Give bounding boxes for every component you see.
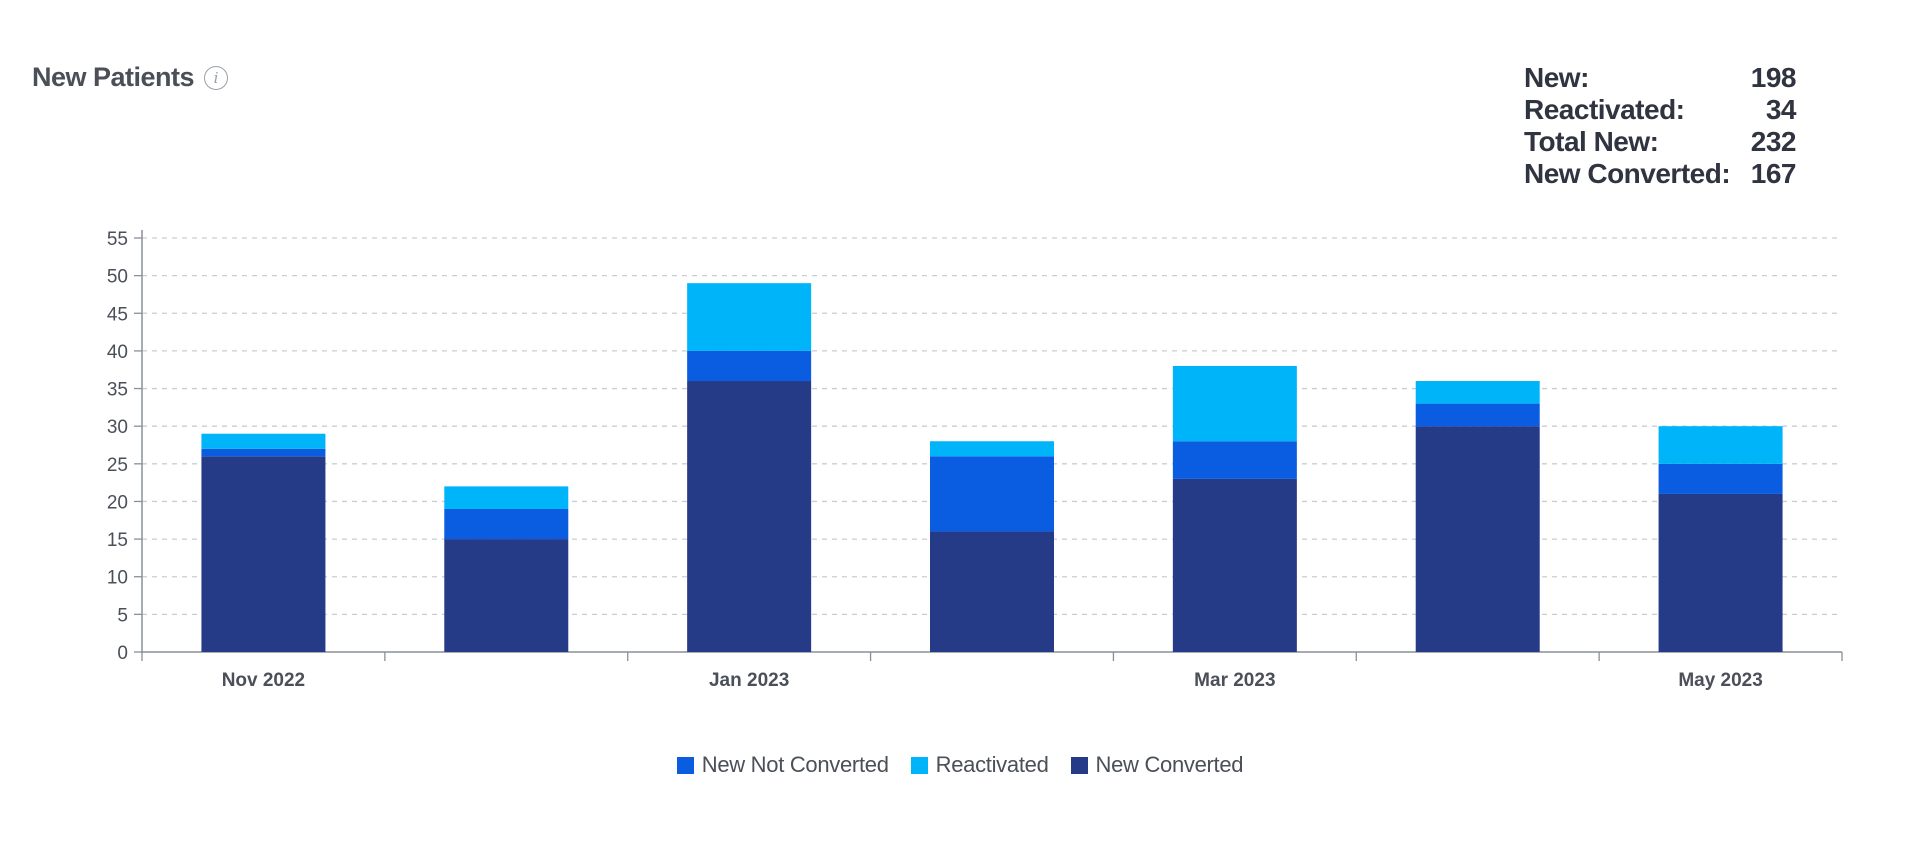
bar-segment-new-converted bbox=[1172, 478, 1297, 652]
summary-row-reactivated: Reactivated: 34 bbox=[1524, 94, 1797, 126]
y-tick-label: 50 bbox=[107, 267, 128, 288]
bar-segment-reactivated bbox=[930, 441, 1054, 457]
bar-segment-new-converted bbox=[1658, 493, 1783, 652]
summary-label: Total New: bbox=[1524, 126, 1659, 157]
info-icon[interactable]: i bbox=[204, 65, 229, 90]
summary-value: 167 bbox=[1750, 158, 1797, 189]
legend-label: New Converted bbox=[1095, 752, 1244, 777]
summary-label: New: bbox=[1524, 62, 1589, 93]
summary-label: New Converted: bbox=[1524, 158, 1731, 189]
summary-row-new-converted: New Converted: 167 bbox=[1524, 158, 1797, 190]
bar-segment-new-converted bbox=[1415, 426, 1540, 652]
summary-row-total-new: Total New: 232 bbox=[1524, 126, 1797, 158]
chart-legend: New Not Converted Reactivated New Conver… bbox=[0, 752, 1920, 778]
bar-segment-reactivated bbox=[201, 433, 326, 449]
x-tick-label: Nov 2022 bbox=[222, 670, 305, 691]
chart-header: New Patients i bbox=[32, 62, 229, 93]
bar-segment-new-converted bbox=[930, 531, 1054, 652]
legend-swatch bbox=[676, 756, 694, 774]
legend-item-reactivated[interactable]: Reactivated bbox=[910, 752, 1049, 778]
bar-segment-new-converted bbox=[201, 456, 326, 652]
legend-item-new-not-converted[interactable]: New Not Converted bbox=[676, 752, 889, 778]
y-tick-label: 20 bbox=[107, 492, 128, 513]
summary-value: 232 bbox=[1750, 126, 1797, 157]
bar-segment-new-not-converted bbox=[687, 350, 812, 382]
summary-value: 198 bbox=[1750, 62, 1797, 93]
summary-panel: New: 198 Reactivated: 34 Total New: 232 … bbox=[1524, 62, 1797, 190]
legend-item-new-converted[interactable]: New Converted bbox=[1070, 752, 1244, 778]
bar-segment-reactivated bbox=[444, 486, 569, 509]
x-tick-label: May 2023 bbox=[1678, 670, 1763, 691]
bar-segment-new-not-converted bbox=[1658, 463, 1783, 494]
legend-label: Reactivated bbox=[935, 752, 1049, 777]
y-tick-label: 40 bbox=[107, 342, 128, 363]
chart-title: New Patients bbox=[32, 62, 195, 92]
x-tick-label: Mar 2023 bbox=[1194, 670, 1275, 691]
y-tick-label: 45 bbox=[107, 304, 128, 325]
bar-segment-new-not-converted bbox=[201, 448, 326, 457]
bar-segment-new-not-converted bbox=[930, 456, 1054, 532]
bar-segment-reactivated bbox=[1415, 381, 1540, 404]
bar-segment-new-not-converted bbox=[444, 508, 569, 540]
legend-swatch bbox=[1070, 756, 1088, 774]
summary-label: Reactivated: bbox=[1524, 94, 1685, 125]
bar-segment-reactivated bbox=[1658, 426, 1783, 464]
y-tick-label: 55 bbox=[107, 229, 128, 250]
y-tick-label: 35 bbox=[107, 380, 128, 401]
bar-segment-new-converted bbox=[687, 381, 812, 652]
y-tick-label: 10 bbox=[107, 568, 128, 589]
bar-segment-reactivated bbox=[1172, 365, 1297, 442]
summary-value: 34 bbox=[1765, 94, 1797, 125]
legend-swatch bbox=[910, 756, 928, 774]
summary-row-new: New: 198 bbox=[1524, 62, 1797, 94]
y-tick-label: 25 bbox=[107, 455, 128, 476]
legend-label: New Not Converted bbox=[701, 752, 889, 777]
y-tick-label: 0 bbox=[117, 643, 128, 664]
bar-segment-new-not-converted bbox=[1172, 441, 1297, 479]
bar-segment-new-converted bbox=[444, 539, 569, 652]
y-tick-label: 15 bbox=[107, 530, 128, 551]
bar-segment-new-not-converted bbox=[1415, 403, 1540, 427]
x-tick-label: Jan 2023 bbox=[709, 670, 789, 691]
bar-segment-reactivated bbox=[687, 283, 812, 351]
y-tick-label: 30 bbox=[107, 417, 128, 438]
y-tick-label: 5 bbox=[117, 605, 128, 626]
